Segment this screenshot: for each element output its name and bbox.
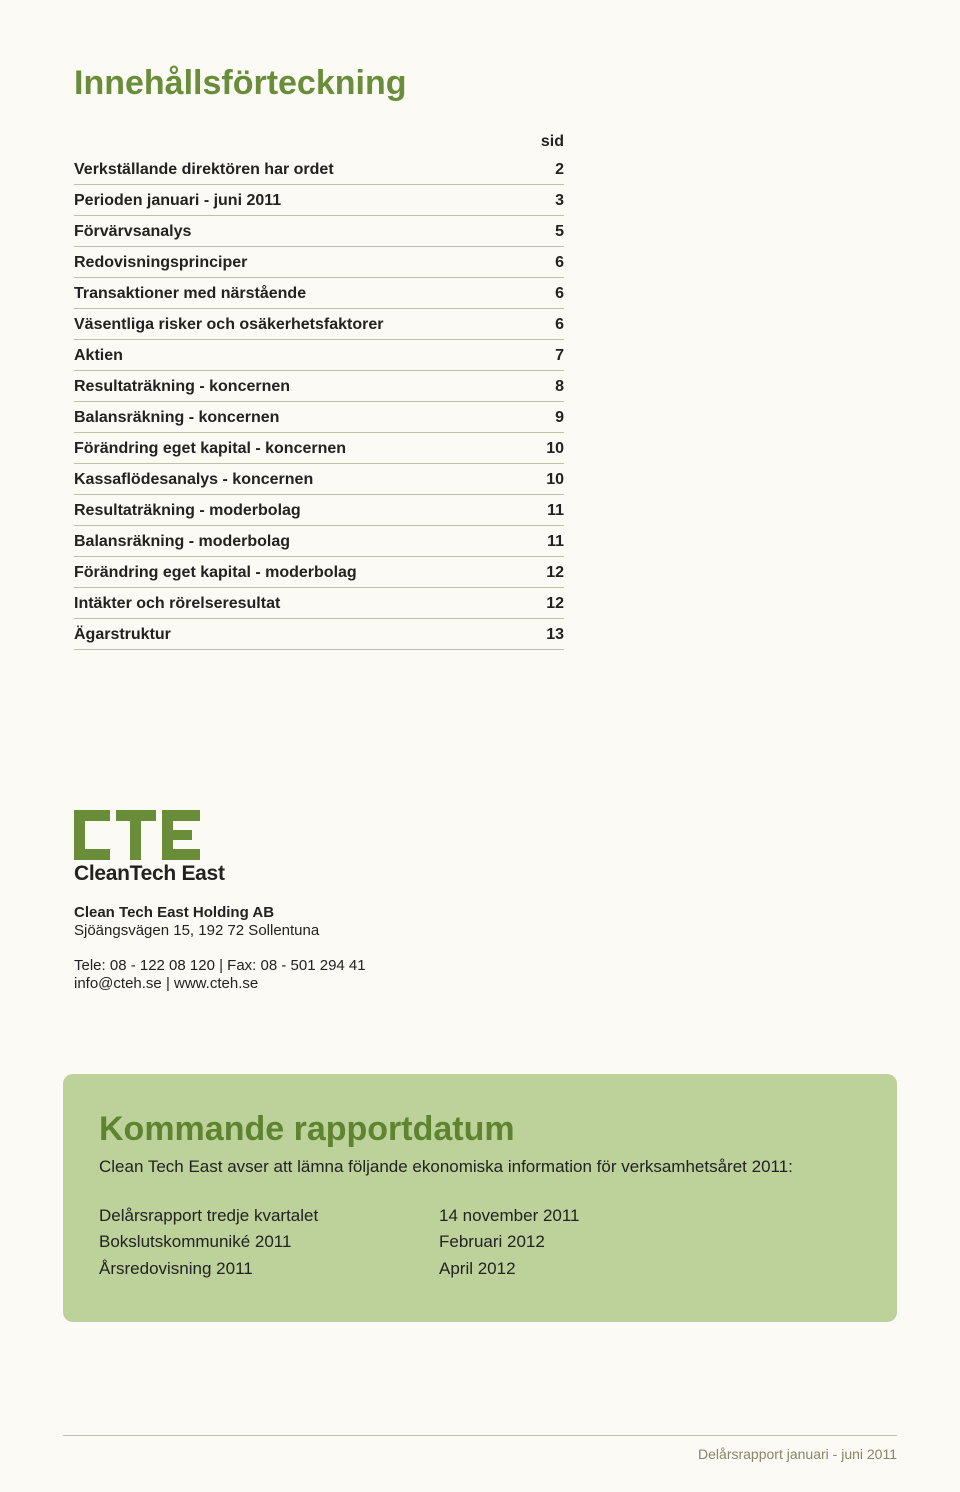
footer-text: Delårsrapport januari - juni 2011 [698,1446,897,1462]
report-schedule: Delårsrapport tredje kvartalet14 novembe… [99,1203,861,1282]
upcoming-reports-panel: Kommande rapportdatum Clean Tech East av… [63,1074,897,1322]
table-row: Förvärvsanalys5 [74,216,564,247]
toc-entry-label: Kassaflödesanalys - koncernen [74,464,524,495]
toc-entry-label: Resultaträkning - koncernen [74,371,524,402]
table-row: Balansräkning - koncernen9 [74,402,564,433]
toc-entry-page: 13 [524,619,564,650]
toc-entry-label: Redovisningsprinciper [74,247,524,278]
table-row: Resultaträkning - koncernen8 [74,371,564,402]
toc-entry-page: 7 [524,340,564,371]
table-row: Förändring eget kapital - koncernen10 [74,433,564,464]
toc-entry-label: Perioden januari - juni 2011 [74,185,524,216]
table-row: Förändring eget kapital - moderbolag12 [74,557,564,588]
toc-entry-page: 10 [524,464,564,495]
panel-title: Kommande rapportdatum [99,1110,861,1149]
table-row: Transaktioner med närstående6 [74,278,564,309]
toc-entry-label: Förvärvsanalys [74,216,524,247]
logo-text: CleanTech East [74,862,366,886]
schedule-date: 14 november 2011 [439,1203,580,1229]
table-row: Balansräkning - moderbolag11 [74,526,564,557]
toc-entry-page: 3 [524,185,564,216]
toc-entry-label: Väsentliga risker och osäkerhetsfaktorer [74,309,524,340]
toc-entry-label: Balansräkning - koncernen [74,402,524,433]
toc-entry-label: Ägarstruktur [74,619,524,650]
panel-subtitle: Clean Tech East avser att lämna följande… [99,1157,861,1177]
table-row: Perioden januari - juni 20113 [74,185,564,216]
toc-entry-page: 8 [524,371,564,402]
company-web: info@cteh.se | www.cteh.se [74,975,366,992]
toc-entry-page: 2 [524,154,564,185]
toc-entry-page: 6 [524,247,564,278]
toc-entry-page: 11 [524,526,564,557]
toc-entry-page: 12 [524,588,564,619]
toc-entry-label: Aktien [74,340,524,371]
table-row: Redovisningsprinciper6 [74,247,564,278]
toc-entry-page: 9 [524,402,564,433]
table-row: Resultaträkning - moderbolag11 [74,495,564,526]
table-row: Intäkter och rörelseresultat12 [74,588,564,619]
schedule-label: Årsredovisning 2011 [99,1256,439,1282]
table-row: Väsentliga risker och osäkerhetsfaktorer… [74,309,564,340]
toc-entry-page: 6 [524,278,564,309]
toc-entry-page: 11 [524,495,564,526]
toc-entry-page: 5 [524,216,564,247]
toc-entry-label: Verkställande direktören har ordet [74,154,524,185]
list-item: Bokslutskommuniké 2011Februari 2012 [99,1229,861,1255]
schedule-date: Februari 2012 [439,1229,545,1255]
toc-entry-page: 12 [524,557,564,588]
cte-logo-icon [74,810,202,862]
company-name: Clean Tech East Holding AB [74,904,366,921]
table-row: Verkställande direktören har ordet2 [74,154,564,185]
footer-divider [63,1435,897,1436]
list-item: Årsredovisning 2011April 2012 [99,1256,861,1282]
company-info: CleanTech East Clean Tech East Holding A… [74,810,366,992]
table-row: Kassaflödesanalys - koncernen10 [74,464,564,495]
toc-entry-page: 6 [524,309,564,340]
toc-entry-label: Balansräkning - moderbolag [74,526,524,557]
schedule-label: Bokslutskommuniké 2011 [99,1229,439,1255]
table-row: Aktien7 [74,340,564,371]
schedule-date: April 2012 [439,1256,516,1282]
toc-entry-label: Transaktioner med närstående [74,278,524,309]
toc-entry-label: Resultaträkning - moderbolag [74,495,524,526]
company-address: Sjöängsvägen 15, 192 72 Sollentuna [74,922,366,939]
table-row: Ägarstruktur13 [74,619,564,650]
page-title: Innehållsförteckning [74,64,886,103]
toc-entry-label: Förändring eget kapital - koncernen [74,433,524,464]
toc-header: sid [524,133,564,154]
company-contact: Tele: 08 - 122 08 120 | Fax: 08 - 501 29… [74,957,366,974]
list-item: Delårsrapport tredje kvartalet14 novembe… [99,1203,861,1229]
toc-entry-page: 10 [524,433,564,464]
company-logo: CleanTech East [74,810,366,886]
toc-entry-label: Intäkter och rörelseresultat [74,588,524,619]
table-of-contents: sid Verkställande direktören har ordet2P… [74,133,564,650]
toc-entry-label: Förändring eget kapital - moderbolag [74,557,524,588]
schedule-label: Delårsrapport tredje kvartalet [99,1203,439,1229]
